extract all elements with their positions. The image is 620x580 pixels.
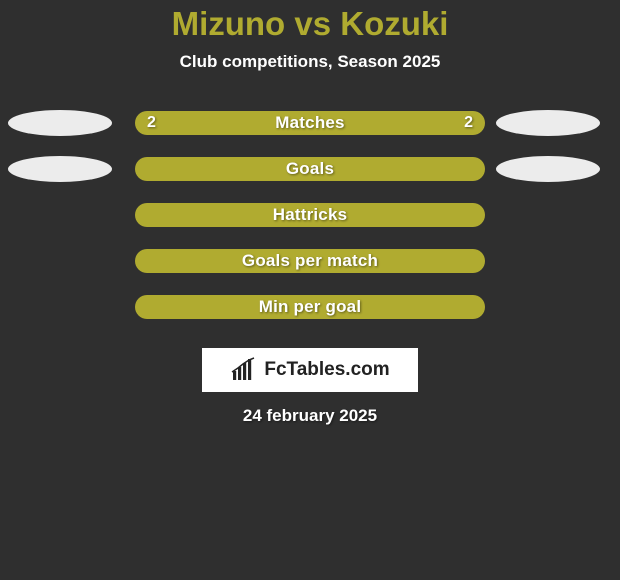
- stat-label: Hattricks: [273, 205, 348, 225]
- stat-value-left: 2: [147, 114, 156, 132]
- comparison-rows: 2 Matches 2 Goals Hattricks Goals per match Mi…: [0, 100, 620, 330]
- stat-bar: Goals: [135, 157, 485, 181]
- player-badge-left: [8, 110, 112, 136]
- player-badge-right: [496, 110, 600, 136]
- page-title: Mizuno vs Kozuki: [0, 0, 620, 42]
- stat-label: Goals per match: [242, 251, 378, 271]
- player-badge-right: [496, 156, 600, 182]
- date-label: 24 february 2025: [0, 406, 620, 426]
- stat-row: Hattricks: [0, 192, 620, 238]
- stat-row: Goals per match: [0, 238, 620, 284]
- stat-bar: 2 Matches 2: [135, 111, 485, 135]
- chart-icon: [230, 357, 260, 383]
- stat-value-right: 2: [464, 114, 473, 132]
- page-subtitle: Club competitions, Season 2025: [0, 52, 620, 72]
- stat-row: Goals: [0, 146, 620, 192]
- stat-label: Goals: [286, 159, 334, 179]
- stat-row: 2 Matches 2: [0, 100, 620, 146]
- stat-label: Min per goal: [259, 297, 362, 317]
- stat-bar: Goals per match: [135, 249, 485, 273]
- stat-bar: Hattricks: [135, 203, 485, 227]
- stat-row: Min per goal: [0, 284, 620, 330]
- logo-box: FcTables.com: [202, 348, 418, 392]
- logo-text: FcTables.com: [264, 359, 389, 381]
- stat-label: Matches: [275, 113, 344, 133]
- stat-bar: Min per goal: [135, 295, 485, 319]
- player-badge-left: [8, 156, 112, 182]
